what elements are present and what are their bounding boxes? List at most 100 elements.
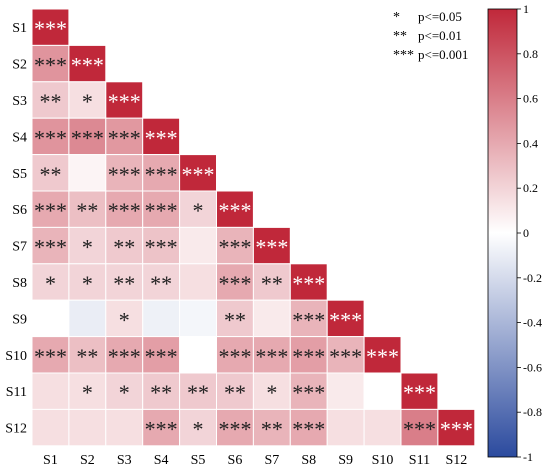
- significance-mark: **: [39, 89, 61, 114]
- heatmap-cell: [179, 154, 218, 192]
- significance-mark: **: [224, 307, 246, 332]
- row-label: S4: [12, 130, 27, 145]
- heatmap-cell: [179, 263, 218, 301]
- significance-mark: ***: [34, 235, 67, 260]
- heatmap-cell: [142, 190, 181, 228]
- significance-mark: ***: [292, 344, 325, 369]
- significance-mark: ***: [292, 307, 325, 332]
- significance-mark: **: [261, 271, 283, 296]
- significance-mark: ***: [182, 162, 215, 187]
- colorbar-tick-label: 0.2: [523, 181, 538, 195]
- heatmap-cells: ****** ***** * ****** *** *** ***** *** *** *****…: [31, 8, 476, 447]
- significance-mark: ***: [440, 417, 473, 442]
- heatmap-cell: [289, 299, 328, 338]
- row-label: S9: [12, 312, 27, 327]
- significance-mark: **: [224, 380, 246, 405]
- significance-mark: ***: [366, 344, 399, 369]
- heatmap-cell: [216, 372, 254, 410]
- heatmap-cell: [105, 263, 144, 301]
- heatmap-cell: [326, 336, 365, 374]
- heatmap-cell: [289, 408, 328, 447]
- colorbar-tick-label: 1: [523, 2, 529, 16]
- significance-mark: ***: [108, 198, 141, 223]
- heatmap-cell: [363, 336, 402, 374]
- colorbar-tick-label: 0: [523, 226, 529, 240]
- heatmap-cell: [437, 408, 476, 447]
- significance-mark: ***: [292, 417, 325, 442]
- colorbar-tick-label: 0.6: [523, 92, 538, 106]
- heatmap-cell: [216, 336, 254, 374]
- row-label: S12: [5, 422, 27, 437]
- legend-text: p<=0.05: [418, 9, 462, 24]
- colorbar-ticks: 1 0.8 0.6 0.4 0.2 0 -0.2 -0.4 -0.6 -0.8 -1: [517, 2, 542, 464]
- heatmap-cell: [31, 263, 70, 301]
- heatmap-cell: [31, 226, 70, 265]
- significance-mark: ***: [145, 344, 178, 369]
- significance-mark: *: [82, 235, 93, 260]
- column-label: S8: [301, 453, 316, 468]
- colorbar-tick-label: -0.2: [523, 271, 542, 285]
- heatmap-cell: [216, 190, 254, 228]
- significance-mark: ***: [255, 235, 288, 260]
- column-label: S11: [409, 453, 430, 468]
- column-label: S2: [80, 453, 95, 468]
- significance-mark: **: [76, 198, 98, 223]
- heatmap-cell: [68, 408, 107, 447]
- significance-mark: ***: [145, 417, 178, 442]
- heatmap-cell: [179, 190, 218, 228]
- significance-mark: **: [39, 162, 61, 187]
- heatmap-cell: [179, 408, 218, 447]
- row-label: S2: [12, 58, 27, 73]
- heatmap-cell: [68, 263, 107, 301]
- heatmap-cell: [31, 408, 70, 447]
- significance-mark: ***: [34, 198, 67, 223]
- colorbar-gradient: [487, 8, 518, 458]
- legend-text: p<=0.001: [418, 47, 468, 62]
- significance-mark: ***: [255, 344, 288, 369]
- significance-mark: *: [119, 380, 130, 405]
- significance-mark: ***: [71, 125, 104, 150]
- significance-legend: * p<=0.05 ** p<=0.01 *** p<=0.001: [393, 9, 468, 63]
- heatmap-cell: [142, 408, 181, 447]
- column-label: S5: [191, 453, 206, 468]
- heatmap-cell: [142, 372, 181, 410]
- significance-mark: ***: [218, 235, 251, 260]
- colorbar-tick-label: -0.6: [523, 360, 542, 374]
- colorbar-tick-label: -0.8: [523, 405, 542, 419]
- heatmap-cell: [68, 226, 107, 265]
- column-label: S6: [228, 453, 243, 468]
- significance-mark: ***: [329, 344, 362, 369]
- colorbar-tick-label: 0.4: [523, 136, 538, 150]
- row-label: S8: [12, 276, 27, 291]
- significance-mark: ***: [329, 307, 362, 332]
- significance-mark: **: [76, 344, 98, 369]
- significance-mark: ***: [218, 198, 251, 223]
- significance-mark: **: [113, 271, 135, 296]
- heatmap-cell: [68, 299, 107, 338]
- heatmap-cell: [105, 190, 144, 228]
- significance-mark: ***: [108, 344, 141, 369]
- column-label: S12: [445, 453, 467, 468]
- heatmap-cell: [400, 372, 439, 410]
- significance-mark: ***: [108, 89, 141, 114]
- heatmap-cell: [142, 299, 181, 338]
- colorbar-tick-label: -0.4: [523, 316, 542, 330]
- colorbar-tick-label: 0.8: [523, 47, 538, 61]
- heatmap-cell: [326, 408, 365, 447]
- row-label: S7: [12, 240, 27, 255]
- heatmap-cell: [105, 372, 144, 410]
- heatmap-cell: [31, 299, 70, 338]
- significance-mark: ***: [34, 53, 67, 78]
- column-label: S4: [154, 453, 169, 468]
- significance-mark: **: [150, 380, 172, 405]
- heatmap-cell: [142, 117, 181, 156]
- significance-mark: ***: [292, 271, 325, 296]
- significance-mark: ***: [145, 198, 178, 223]
- colorbar-tick-label: -1: [523, 450, 533, 464]
- row-label: S5: [12, 167, 27, 182]
- significance-mark: *: [266, 380, 277, 405]
- heatmap-cell: [179, 226, 218, 265]
- heatmap-cell: [326, 372, 365, 410]
- heatmap-cell: [179, 336, 218, 374]
